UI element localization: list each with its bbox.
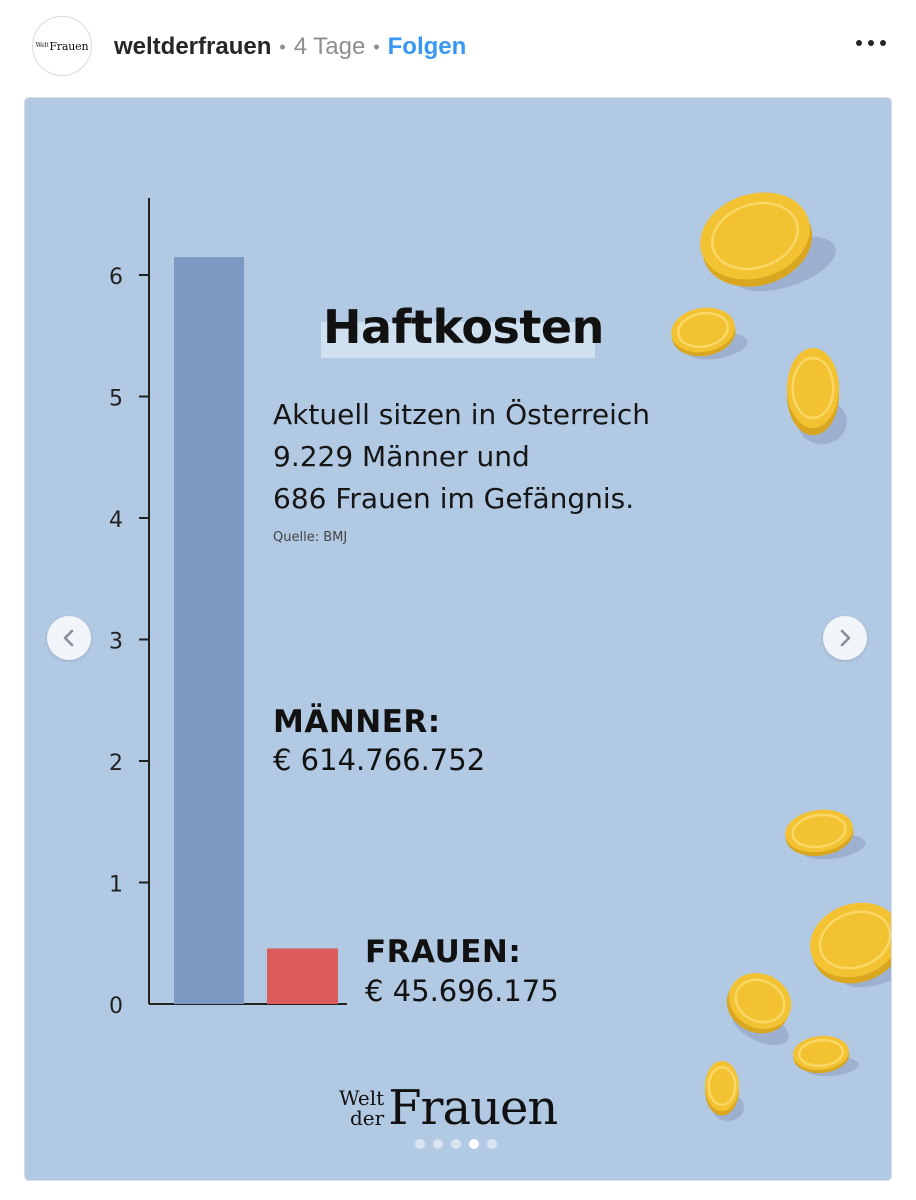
bar-frauen	[267, 948, 338, 1004]
coin-icon	[671, 307, 748, 360]
slide-description: Aktuell sitzen in Österreich 9.229 Männe…	[273, 394, 650, 520]
coin-icon	[705, 1061, 745, 1121]
carousel-dot	[415, 1139, 425, 1149]
women-value: € 45.696.175	[365, 974, 559, 1008]
y-tick-label: 2	[109, 751, 123, 776]
description-line: 686 Frauen im Gefängnis.	[273, 482, 635, 515]
description-line: Aktuell sitzen in Österreich	[273, 398, 651, 431]
coin-icon	[810, 902, 891, 988]
description-line: 9.229 Männer und	[273, 440, 530, 473]
coin-icon	[726, 973, 792, 1046]
brand-logo: Welt der Frauen	[339, 1080, 558, 1136]
carousel-dot	[451, 1139, 461, 1149]
y-tick-label: 0	[109, 994, 123, 1019]
carousel-dot	[487, 1139, 497, 1149]
post-media-slide[interactable]: 0 1 2 3 4 5 6 Haftkosten Aktuell sitzen in Öst…	[25, 98, 891, 1180]
profile-avatar[interactable]: WeltFrauen	[32, 16, 92, 76]
bar-männer	[174, 257, 244, 1004]
separator-dot: •	[373, 36, 380, 57]
cost-bar-chart: 0 1 2 3 4 5 6	[109, 192, 891, 1121]
post-meta: weltderfrauen • 4 Tage • Folgen	[114, 30, 466, 64]
carousel-dot	[433, 1139, 443, 1149]
y-tick-label: 6	[109, 265, 123, 290]
y-tick-label: 5	[109, 387, 123, 412]
coin-icon	[787, 348, 847, 444]
men-label: MÄNNER:	[273, 704, 441, 740]
brand-logo-big: Frauen	[388, 1080, 558, 1136]
post-time[interactable]: 4 Tage	[293, 33, 366, 60]
y-tick-label: 3	[109, 630, 123, 655]
brand-logo-small: Welt der	[339, 1086, 385, 1130]
carousel-indicator	[415, 1139, 497, 1149]
post-header: WeltFrauen weltderfrauen • 4 Tage • Folg…	[0, 0, 916, 96]
separator-dot: •	[279, 36, 286, 57]
title-highlight	[321, 322, 595, 358]
more-options-icon[interactable]	[856, 40, 886, 46]
username-link[interactable]: weltderfrauen	[114, 33, 272, 60]
follow-button[interactable]: Folgen	[387, 33, 467, 60]
slide-title: Haftkosten	[323, 300, 604, 354]
carousel-dot	[469, 1139, 479, 1149]
chevron-right-icon	[840, 629, 851, 647]
coin-icon	[700, 192, 836, 292]
source-note: Quelle: BMJ	[273, 530, 348, 545]
y-tick-label: 1	[109, 873, 123, 898]
next-slide-button[interactable]	[823, 616, 867, 660]
y-tick-label: 4	[109, 508, 123, 533]
coins-decoration	[671, 192, 891, 1121]
previous-slide-button[interactable]	[47, 616, 91, 660]
men-value: € 614.766.752	[273, 743, 486, 777]
women-label: FRAUEN:	[365, 934, 522, 970]
chevron-left-icon	[63, 629, 74, 647]
coin-icon	[785, 809, 866, 860]
avatar-logo: WeltFrauen	[35, 39, 89, 53]
coin-icon	[793, 1035, 859, 1077]
